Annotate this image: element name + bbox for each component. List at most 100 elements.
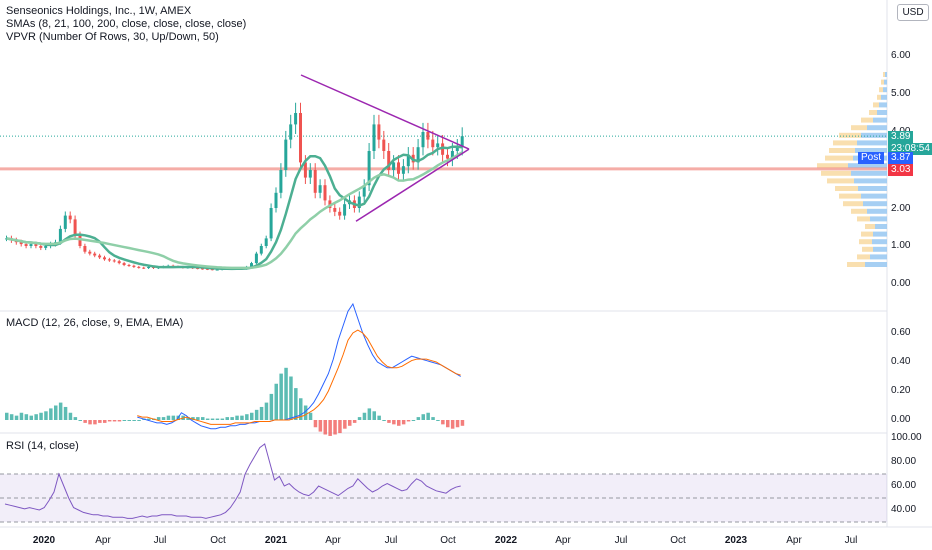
candle-body [426,132,430,140]
macd-histogram-bar [333,420,337,435]
candle-body [367,151,371,186]
vpvr-bar-up [873,231,887,237]
macd-axis-tick: 0.20 [891,385,911,396]
vpvr-bar-up [883,87,887,93]
macd-histogram-bar [338,420,342,434]
macd-histogram-bar [450,420,455,429]
vpvr-bar-down [857,254,870,260]
macd-histogram-bar [421,414,425,420]
candle-body [279,170,283,193]
macd-histogram-bar [98,420,102,423]
time-axis-tick: Oct [210,535,226,546]
macd-histogram-bar [392,420,396,425]
macd-histogram-bar [289,376,293,420]
candle-body [259,246,263,254]
time-axis-tick: Apr [786,535,802,546]
macd-histogram-bar [132,420,136,421]
time-axis-tick: Jul [384,535,398,546]
candle-body [210,269,214,271]
macd-histogram-bar [328,420,332,436]
macd-histogram-bar [367,408,372,420]
vpvr-bar-up [875,224,887,229]
candle-body [83,246,87,252]
level-price-badge: 3.03 [888,164,914,176]
vpvr-bar-down [829,148,855,153]
currency-button[interactable]: USD [897,4,929,21]
vpvr-bar-down [817,163,848,169]
candle-body [416,147,420,163]
candle-body [421,132,425,148]
vpvr-bar-up [848,163,887,169]
price-axis-tick: 6.00 [891,50,911,61]
macd-histogram-bar [308,412,313,420]
macd-histogram-bar [460,420,465,426]
symbol-legend[interactable]: Senseonics Holdings, Inc., 1W, AMEX [6,5,192,17]
vpvr-bar-up [858,186,887,191]
macd-histogram-bar [34,414,38,420]
vpvr-bar-down [821,170,851,176]
macd-histogram-bar [343,420,347,429]
macd-histogram-bar [205,418,210,420]
sma-legend[interactable]: SMAs (8, 21, 100, 200, close, close, clo… [6,18,247,30]
macd-histogram-bar [14,415,19,420]
macd-axis-tick: 0.60 [891,327,911,338]
vpvr-bar-down [865,224,875,229]
vpvr-bar-down [861,117,873,123]
macd-histogram-bar [220,418,225,420]
candle-body [372,124,376,151]
candle-body [308,170,312,178]
candle-body [446,154,449,159]
macd-histogram-bar [54,405,58,420]
macd-histogram-bar [68,412,73,420]
candle-body [132,265,136,267]
candle-body [313,170,317,193]
candle-body [107,259,111,261]
candle-body [382,139,386,151]
macd-histogram-bar [235,415,239,420]
candle-body [88,251,92,254]
rsi-legend[interactable]: RSI (14, close) [6,440,79,452]
macd-histogram-bar [215,418,220,420]
candle-body [357,196,361,208]
macd-histogram-bar [186,417,190,420]
macd-histogram-bar [78,420,82,421]
candle-body [117,261,121,264]
macd-legend[interactable]: MACD (12, 26, close, 9, EMA, EMA) [6,317,184,329]
vpvr-legend[interactable]: VPVR (Number Of Rows, 30, Up/Down, 50) [6,31,219,43]
vpvr-bar-down [843,201,863,207]
candle-body [460,136,464,148]
candle-body [24,244,28,246]
candle-body [289,124,293,140]
macd-histogram-bar [279,373,283,420]
candle-body [29,244,33,246]
vpvr-bar-down [851,208,867,214]
macd-histogram-bar [44,411,48,420]
macd-histogram-bar [19,412,24,420]
macd-histogram-bar [352,420,357,423]
macd-signal-line [137,329,461,425]
vpvr-bar-up [873,117,887,123]
macd-histogram-bar [397,420,401,426]
vpvr-bar-down [827,178,854,184]
macd-histogram-bar [455,420,460,428]
macd-histogram-bar [29,415,33,420]
candle-body [103,257,106,260]
price-axis-tick: 5.00 [891,88,911,99]
vpvr-bar-down [839,193,861,199]
macd-histogram-bar [156,417,161,420]
vpvr-bar-down [869,110,877,115]
macd-histogram-bar [411,420,416,421]
candle-body [303,162,307,178]
macd-histogram-bar [254,409,259,420]
macd-histogram-bar [299,398,303,420]
vpvr-bar-down [879,87,883,93]
macd-histogram-bar [245,414,249,420]
macd-histogram-bar [24,414,29,420]
vpvr-bar-up [881,94,887,100]
candle-body [254,253,258,264]
candle-body [436,143,440,148]
macd-histogram-bar [83,420,87,423]
vpvr-bar-up [877,110,887,115]
